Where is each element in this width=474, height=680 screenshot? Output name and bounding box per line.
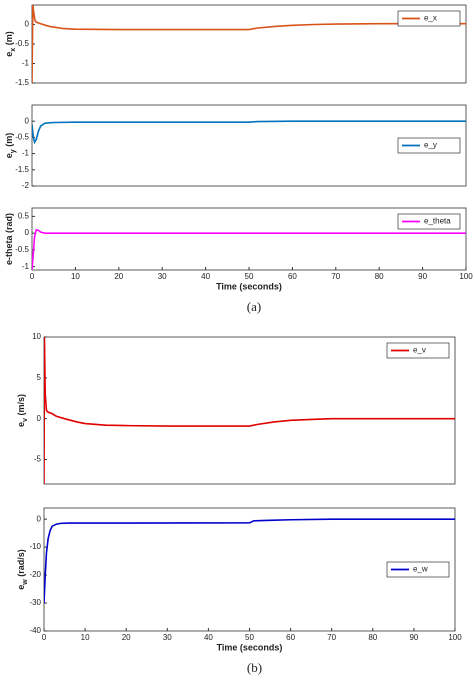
subplot: -1 -0.5 0 0.5 0 10 20 30 40 50 60 70 80 90 100 Time (se…	[4, 207, 473, 314]
x-tick-label: 90	[409, 633, 418, 642]
subplot: -40 -30 -20 -10 0 0 10 20 30 40 50 60 70 80 90 100 Time …	[16, 507, 462, 675]
y-axis-label-part: (m/s)	[16, 394, 26, 418]
y-axis-label: ey (m)	[4, 133, 16, 158]
y-tick-label: -0.5	[15, 133, 29, 142]
subplot: -2 -1.5 -1 -0.5 0 ey (m) e_y	[4, 104, 467, 190]
data-line	[44, 337, 455, 484]
y-axis-label-part: (m)	[4, 31, 14, 48]
y-axis-label-part: x	[10, 48, 17, 52]
y-tick-label: 0	[25, 116, 30, 125]
y-tick-label: 0	[37, 514, 42, 523]
caption: (a)	[247, 299, 261, 314]
legend-label: e_x	[424, 14, 437, 23]
x-tick-label: 70	[327, 633, 336, 642]
y-axis-label-part: v	[22, 418, 29, 422]
x-tick-label: 0	[42, 633, 47, 642]
legend-box	[397, 10, 461, 27]
legend-box	[397, 137, 461, 154]
y-tick-label: -30	[29, 598, 41, 607]
y-axis-label: ev (m/s)	[16, 394, 28, 427]
x-axis-label: Time (seconds)	[217, 642, 283, 652]
y-axis-label-part: e	[4, 153, 14, 158]
x-tick-label: 60	[288, 272, 297, 281]
legend-box	[386, 561, 450, 578]
axes-box	[43, 507, 456, 632]
data-line	[32, 120, 466, 145]
x-axis-label: Time (seconds)	[216, 281, 282, 291]
y-axis-label: ew (rad/s)	[16, 549, 28, 589]
x-tick-label: 30	[158, 272, 167, 281]
caption: (b)	[247, 660, 262, 675]
y-axis-label-part: y	[10, 149, 17, 153]
y-axis-label-part: (rad/s)	[16, 549, 26, 579]
legend-box	[397, 213, 461, 230]
y-tick-label: 0.5	[18, 211, 30, 220]
y-axis-label-part: e-theta (rad)	[4, 213, 14, 265]
x-tick-label: 20	[122, 633, 131, 642]
x-tick-label: 100	[448, 633, 462, 642]
x-tick-label: 40	[204, 633, 213, 642]
x-tick-label: 50	[245, 633, 254, 642]
y-tick-label: -0.5	[15, 39, 29, 48]
axes-box	[31, 104, 467, 187]
legend-label: e_theta	[424, 217, 451, 226]
axes-box	[31, 4, 467, 84]
x-tick-label: 50	[245, 272, 254, 281]
y-tick-label: 0	[37, 414, 42, 423]
y-axis-label: ex (m)	[4, 31, 16, 56]
y-tick-label: 0	[25, 20, 30, 29]
x-tick-label: 70	[331, 272, 340, 281]
data-line	[32, 228, 466, 270]
x-tick-label: 10	[71, 272, 80, 281]
legend-box	[386, 342, 450, 359]
legend-label: e_v	[413, 346, 426, 355]
x-tick-label: 20	[114, 272, 123, 281]
y-tick-label: 5	[37, 373, 42, 382]
axes-box	[31, 207, 467, 271]
y-axis-label-part: e	[16, 585, 26, 590]
y-tick-label: -1.5	[15, 78, 29, 87]
subplot: -5 0 5 10 ev (m/s) e_v	[16, 332, 456, 485]
y-tick-label: -1	[22, 149, 30, 158]
x-tick-label: 10	[81, 633, 90, 642]
subplot: -1.5 -1 -0.5 0 ex (m) e_x	[4, 4, 467, 87]
y-tick-label: -0.5	[15, 245, 29, 254]
y-tick-label: -40	[29, 626, 41, 635]
y-axis-label-part: w	[22, 579, 29, 586]
x-tick-label: 80	[375, 272, 384, 281]
y-axis-label-part: (m)	[4, 133, 14, 150]
y-tick-label: -10	[29, 542, 41, 551]
y-tick-label: -2	[22, 181, 30, 190]
legend-label: e_y	[424, 141, 437, 150]
x-tick-label: 30	[163, 633, 172, 642]
x-tick-label: 0	[30, 272, 35, 281]
legend-label: e_w	[413, 565, 428, 574]
y-tick-label: -1	[22, 59, 30, 68]
y-tick-label: 10	[32, 332, 41, 341]
y-axis-label-part: e	[16, 422, 26, 427]
y-tick-label: -5	[34, 455, 42, 464]
x-tick-label: 100	[459, 272, 473, 281]
axes-box	[43, 336, 456, 485]
x-tick-label: 40	[201, 272, 210, 281]
y-axis-label-part: e	[4, 52, 14, 57]
y-tick-label: 0	[25, 228, 30, 237]
y-tick-label: -20	[29, 570, 41, 579]
data-line	[44, 518, 455, 604]
x-tick-label: 90	[418, 272, 427, 281]
y-axis-label: e-theta (rad)	[4, 213, 14, 265]
x-tick-label: 60	[286, 633, 295, 642]
y-tick-label: -1.5	[15, 165, 29, 174]
data-line	[32, 5, 466, 83]
y-tick-label: -1	[22, 262, 30, 271]
x-tick-label: 80	[368, 633, 377, 642]
